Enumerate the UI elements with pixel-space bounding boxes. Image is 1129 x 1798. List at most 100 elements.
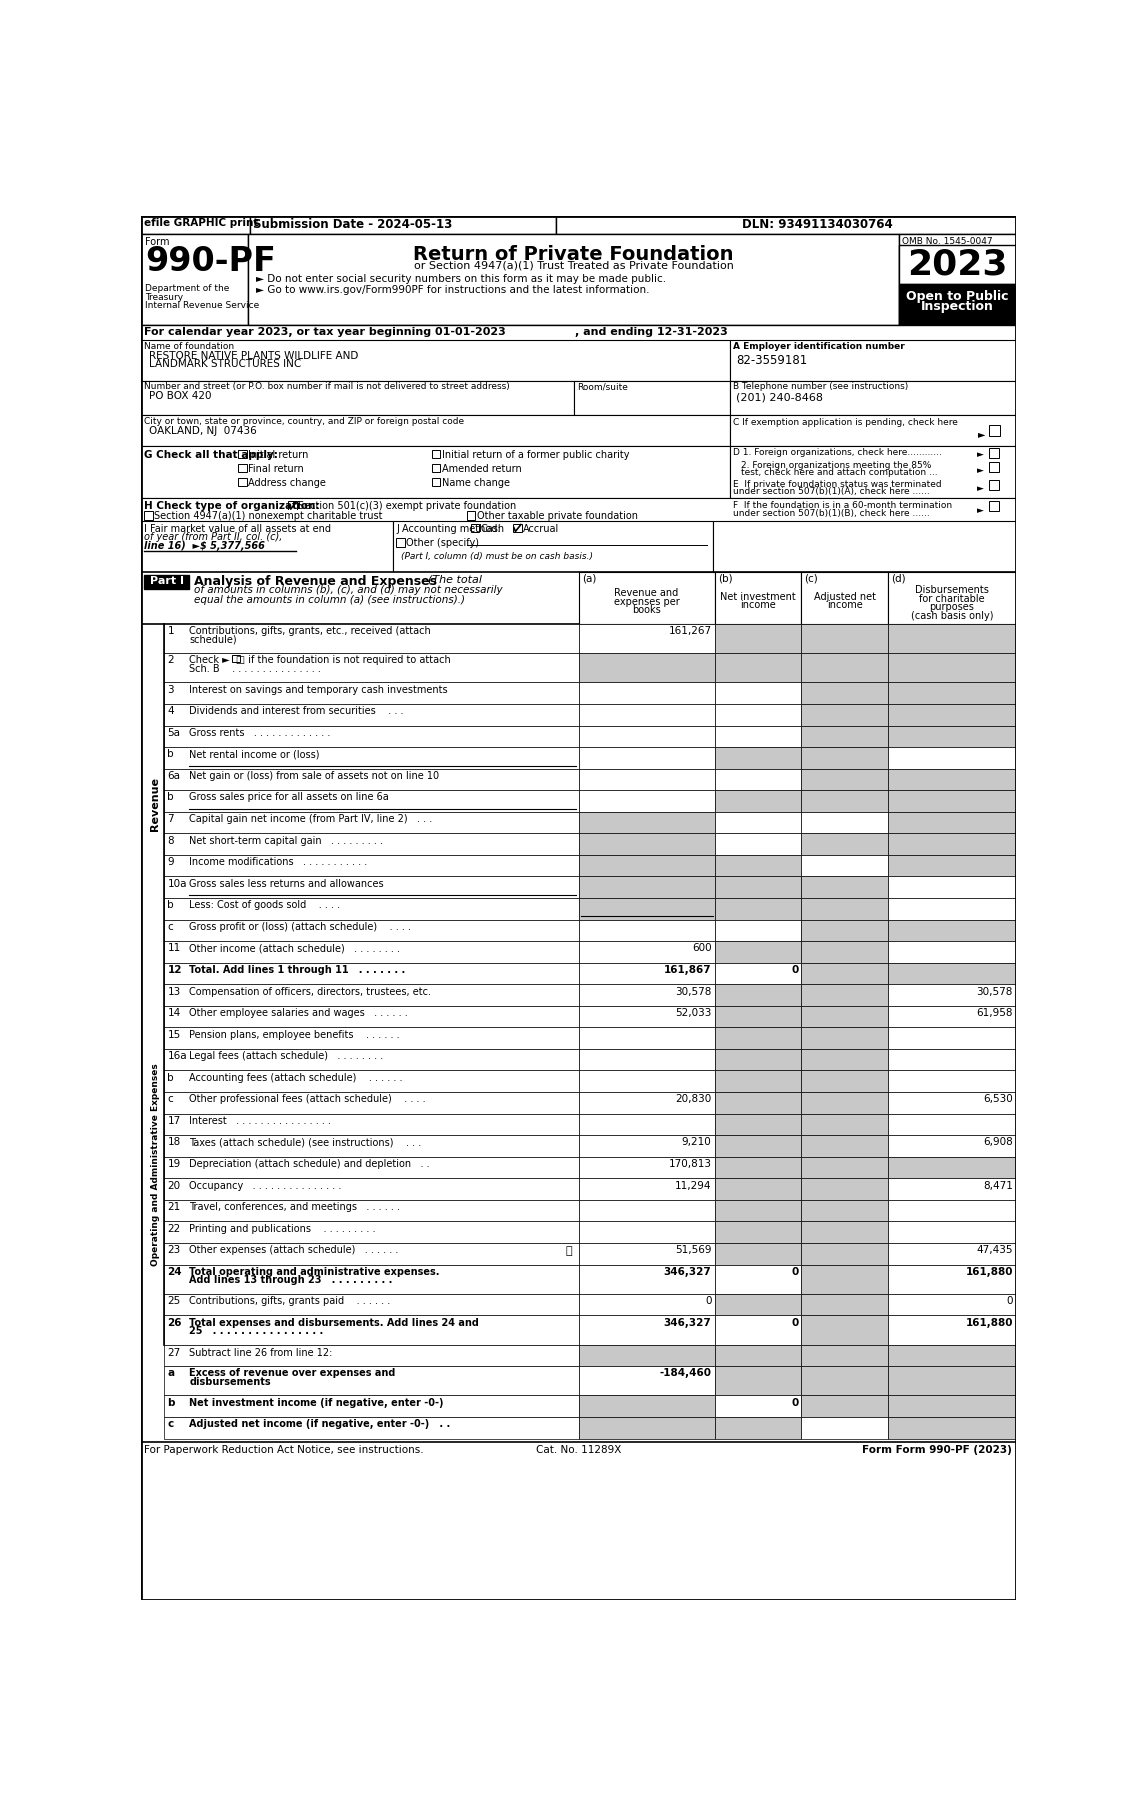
Bar	[715, 876, 802, 897]
Text: Inspection: Inspection	[921, 300, 994, 313]
Text: (b): (b)	[718, 574, 733, 583]
Text: 12: 12	[167, 966, 182, 975]
Text: 8,471: 8,471	[983, 1181, 1013, 1190]
Bar	[165, 705, 579, 726]
Bar	[889, 768, 1016, 789]
Text: I Fair market value of all assets at end: I Fair market value of all assets at end	[145, 523, 331, 534]
Bar	[899, 284, 1016, 325]
Text: Other income (attach schedule)   . . . . . . . .: Other income (attach schedule) . . . . .…	[190, 944, 400, 953]
Text: 1: 1	[167, 626, 174, 636]
Text: 27: 27	[167, 1348, 181, 1357]
Text: 2. Foreign organizations meeting the 85%: 2. Foreign organizations meeting the 85%	[741, 462, 931, 471]
Text: Initial return of a former public charity: Initial return of a former public charit…	[441, 450, 629, 460]
Text: J Accounting method:: J Accounting method:	[396, 523, 501, 534]
Bar	[165, 624, 579, 653]
Bar	[165, 1316, 579, 1345]
Bar	[141, 572, 1016, 624]
Bar	[715, 1395, 802, 1417]
Bar	[715, 1027, 802, 1048]
Text: 11: 11	[167, 944, 181, 953]
Text: ►: ►	[978, 430, 986, 439]
Text: For calendar year 2023, or tax year beginning 01-01-2023: For calendar year 2023, or tax year begi…	[145, 327, 506, 338]
Bar	[802, 1221, 889, 1242]
Bar	[165, 726, 579, 746]
Text: 3: 3	[167, 685, 174, 694]
Bar	[165, 1027, 579, 1048]
Text: 18: 18	[167, 1138, 181, 1147]
Bar	[802, 1366, 889, 1395]
Text: Operating and Administrative Expenses: Operating and Administrative Expenses	[150, 1063, 159, 1266]
Text: under section 507(b)(1)(B), check here ......: under section 507(b)(1)(B), check here .…	[733, 509, 930, 518]
Text: b: b	[167, 901, 174, 910]
Text: Cash: Cash	[481, 523, 505, 534]
Bar	[802, 1091, 889, 1113]
Bar	[579, 1005, 715, 1027]
Text: 4: 4	[167, 707, 174, 716]
Text: (Part I, column (d) must be on cash basis.): (Part I, column (d) must be on cash basi…	[401, 552, 593, 561]
Text: ► Do not enter social security numbers on this form as it may be made public.: ► Do not enter social security numbers o…	[256, 275, 666, 284]
Bar	[715, 1135, 802, 1156]
Text: 6,908: 6,908	[983, 1138, 1013, 1147]
Bar	[579, 1417, 715, 1438]
Bar	[579, 1366, 715, 1395]
Bar	[431, 450, 440, 458]
Text: Number and street (or P.O. box number if mail is not delivered to street address: Number and street (or P.O. box number if…	[145, 383, 510, 392]
Bar	[165, 789, 579, 811]
Bar	[165, 1135, 579, 1156]
Bar	[889, 1316, 1016, 1345]
Text: 11,294: 11,294	[675, 1181, 711, 1190]
Bar	[471, 523, 479, 532]
Bar	[802, 653, 889, 683]
Text: OAKLAND, NJ  07436: OAKLAND, NJ 07436	[149, 426, 256, 435]
Text: Amended return: Amended return	[441, 464, 522, 473]
Text: Other professional fees (attach schedule)    . . . .: Other professional fees (attach schedule…	[190, 1095, 426, 1104]
Bar	[802, 705, 889, 726]
Bar	[802, 1027, 889, 1048]
Text: For Paperwork Reduction Act Notice, see instructions.: For Paperwork Reduction Act Notice, see …	[145, 1444, 423, 1455]
Bar	[165, 1048, 579, 1070]
Bar	[165, 1199, 579, 1221]
Bar	[802, 624, 889, 653]
Bar	[579, 705, 715, 726]
Text: Occupancy   . . . . . . . . . . . . . . .: Occupancy . . . . . . . . . . . . . . .	[190, 1181, 342, 1190]
Bar	[165, 1242, 579, 1264]
Text: 7: 7	[167, 814, 174, 823]
Text: 346,327: 346,327	[664, 1268, 711, 1277]
Text: 20,830: 20,830	[675, 1095, 711, 1104]
Text: Net investment income (if negative, enter -0-): Net investment income (if negative, ente…	[190, 1397, 444, 1408]
Bar	[889, 1005, 1016, 1027]
Text: Final return: Final return	[248, 464, 304, 473]
Bar	[579, 919, 715, 940]
Bar	[231, 654, 239, 662]
Text: A Employer identification number: A Employer identification number	[733, 342, 905, 351]
Text: 346,327: 346,327	[664, 1318, 711, 1327]
Bar	[889, 1345, 1016, 1366]
Bar	[165, 1221, 579, 1242]
Text: ►: ►	[977, 484, 983, 493]
Bar	[579, 1395, 715, 1417]
Text: Name of foundation: Name of foundation	[145, 342, 235, 351]
Bar	[715, 897, 802, 919]
Text: 25   . . . . . . . . . . . . . . . .: 25 . . . . . . . . . . . . . . . .	[190, 1327, 323, 1336]
Text: Printing and publications    . . . . . . . . .: Printing and publications . . . . . . . …	[190, 1224, 376, 1233]
Text: under section 507(b)(1)(A), check here ......: under section 507(b)(1)(A), check here .…	[733, 487, 930, 496]
Text: Section 4947(a)(1) nonexempt charitable trust: Section 4947(a)(1) nonexempt charitable …	[155, 511, 383, 521]
Bar	[715, 1113, 802, 1135]
Bar	[889, 1295, 1016, 1316]
Text: Interest on savings and temporary cash investments: Interest on savings and temporary cash i…	[190, 685, 448, 694]
Bar	[141, 216, 1016, 234]
Bar	[802, 1135, 889, 1156]
Bar	[802, 854, 889, 876]
Text: income: income	[741, 601, 776, 610]
Bar	[715, 653, 802, 683]
Bar	[165, 1113, 579, 1135]
Text: 47,435: 47,435	[977, 1246, 1013, 1255]
Bar	[802, 1070, 889, 1091]
Bar	[889, 1417, 1016, 1438]
Bar	[889, 919, 1016, 940]
Bar	[889, 1048, 1016, 1070]
Bar	[141, 521, 393, 572]
Text: 161,867: 161,867	[664, 966, 711, 975]
Bar	[579, 1113, 715, 1135]
Bar	[579, 1156, 715, 1178]
